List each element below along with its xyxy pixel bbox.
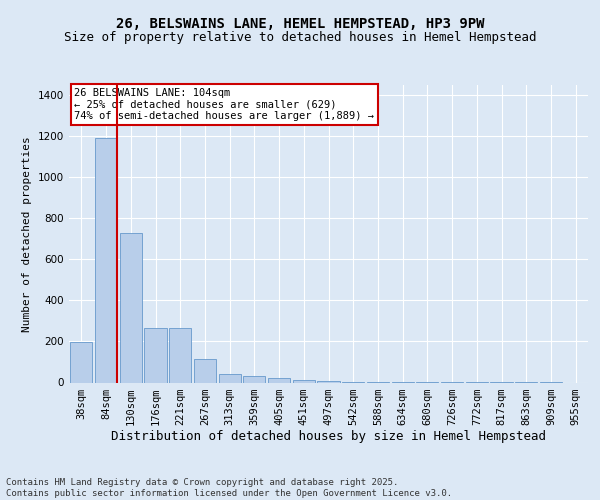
Text: Size of property relative to detached houses in Hemel Hempstead: Size of property relative to detached ho… [64, 32, 536, 44]
X-axis label: Distribution of detached houses by size in Hemel Hempstead: Distribution of detached houses by size … [111, 430, 546, 444]
Text: 26 BELSWAINS LANE: 104sqm
← 25% of detached houses are smaller (629)
74% of semi: 26 BELSWAINS LANE: 104sqm ← 25% of detac… [74, 88, 374, 121]
Bar [145, 328, 167, 382]
Bar [119, 232, 142, 382]
Bar [70, 342, 92, 382]
Bar [268, 378, 290, 382]
Bar [194, 359, 216, 382]
Bar [169, 328, 191, 382]
Text: 26, BELSWAINS LANE, HEMEL HEMPSTEAD, HP3 9PW: 26, BELSWAINS LANE, HEMEL HEMPSTEAD, HP3… [116, 17, 484, 31]
Y-axis label: Number of detached properties: Number of detached properties [22, 136, 32, 332]
Bar [293, 380, 315, 382]
Text: Contains HM Land Registry data © Crown copyright and database right 2025.
Contai: Contains HM Land Registry data © Crown c… [6, 478, 452, 498]
Bar [218, 374, 241, 382]
Bar [243, 376, 265, 382]
Bar [95, 138, 117, 382]
